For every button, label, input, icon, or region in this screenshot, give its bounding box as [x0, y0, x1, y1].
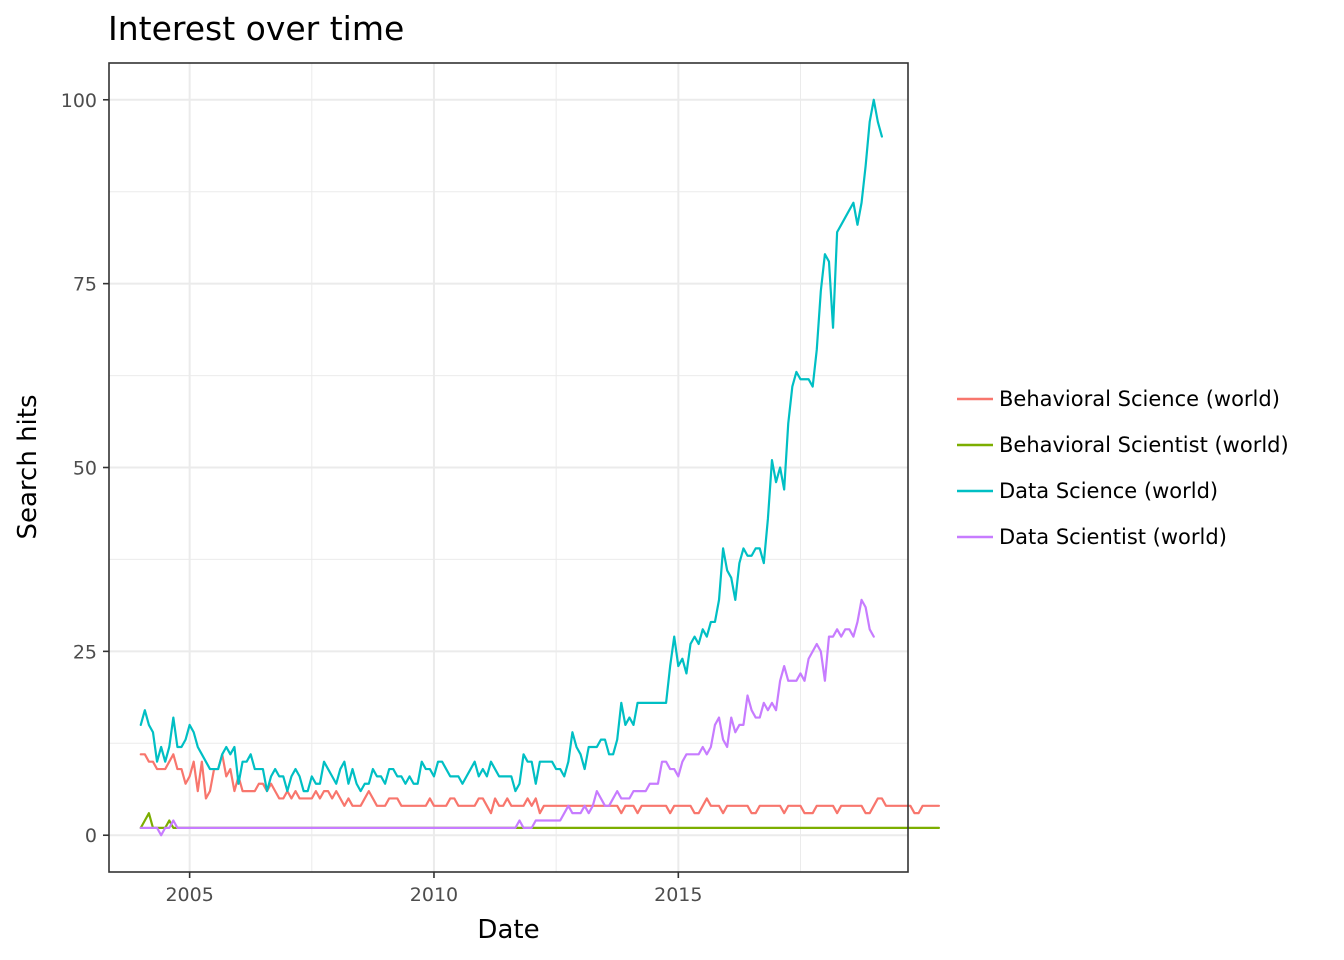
x-axis-title: Date — [477, 915, 539, 945]
major-gridlines — [109, 63, 908, 872]
y-axis-title: Search hits — [13, 394, 43, 539]
x-tick-label: 2015 — [654, 884, 702, 906]
series-line-1 — [139, 753, 941, 815]
y-tick-label: 0 — [85, 825, 97, 847]
legend-item: Data Scientist (world) — [957, 525, 1227, 549]
plot-panel — [108, 62, 941, 873]
x-tick-label: 2005 — [165, 884, 213, 906]
legend-item: Behavioral Science (world) — [957, 387, 1280, 411]
y-tick-label: 75 — [73, 274, 97, 296]
legend-label: Data Scientist (world) — [999, 525, 1227, 549]
y-tick-label: 25 — [73, 641, 97, 663]
chart-title: Interest over time — [108, 9, 404, 48]
series-line-3 — [139, 98, 884, 793]
legend-label: Data Science (world) — [999, 479, 1218, 503]
legend-label: Behavioral Scientist (world) — [999, 433, 1289, 457]
legend: Behavioral Science (world) Behavioral Sci… — [957, 387, 1289, 549]
x-tick-label: 2010 — [410, 884, 458, 906]
series-lines — [139, 98, 941, 837]
y-tick-label: 50 — [73, 458, 97, 480]
series-line-4 — [139, 598, 875, 837]
legend-item: Data Science (world) — [957, 479, 1218, 503]
legend-label: Behavioral Science (world) — [999, 387, 1280, 411]
legend-item: Behavioral Scientist (world) — [957, 433, 1289, 457]
x-axis: 2005 2010 2015 — [165, 872, 702, 906]
y-axis: 0 25 50 75 100 — [61, 90, 109, 847]
y-tick-label: 100 — [61, 90, 97, 112]
